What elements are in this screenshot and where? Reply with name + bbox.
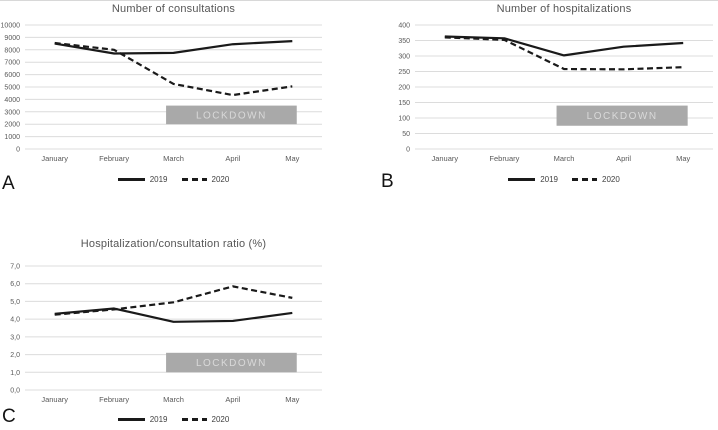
legend-label-2019: 2019 — [540, 174, 558, 184]
hospitalizations-line-chart: 0 50 100 150 200 250 300 350 400 January February M… — [398, 23, 713, 163]
dashed-line-sample-icon — [572, 177, 597, 181]
svg-text:May: May — [285, 154, 299, 163]
chart-title-ratio: Hospitalization/consultation ratio (%) — [80, 238, 267, 250]
svg-text:0: 0 — [406, 147, 410, 154]
svg-text:April: April — [225, 395, 240, 404]
legend-item-2019: 2019 — [117, 414, 168, 424]
svg-text:50: 50 — [402, 131, 410, 138]
svg-text:400: 400 — [398, 23, 410, 30]
svg-text:March: March — [554, 154, 575, 163]
chart-title-consultations: Number of consultations — [111, 3, 236, 15]
legend-label-2020: 2020 — [602, 174, 620, 184]
panel-hospitalizations: Number of hospitalizations 0 50 100 150 200 2… — [380, 1, 718, 201]
svg-text:February: February — [489, 154, 519, 163]
consultations-line-chart: 0 1000 2000 3000 4000 5000 6000 7000 8000 9000 100… — [1, 23, 322, 163]
svg-text:March: March — [163, 395, 184, 404]
svg-text:1,0: 1,0 — [10, 370, 20, 377]
svg-text:100: 100 — [398, 116, 410, 123]
svg-text:150: 150 — [398, 100, 410, 107]
svg-text:2,0: 2,0 — [10, 352, 20, 359]
svg-text:5000: 5000 — [4, 85, 20, 92]
svg-text:6,0: 6,0 — [10, 281, 20, 288]
svg-text:LOCKDOWN: LOCKDOWN — [587, 111, 658, 122]
chart-legend-ratio: 2019 2020 — [25, 413, 322, 425]
panel-letter-a: A — [2, 173, 15, 194]
svg-text:1000: 1000 — [4, 134, 20, 141]
solid-line-sample-icon — [117, 177, 145, 181]
svg-text:4000: 4000 — [4, 97, 20, 104]
legend-item-2020: 2020 — [181, 174, 230, 184]
svg-text:January: January — [41, 154, 68, 163]
legend-label-2020: 2020 — [211, 174, 230, 184]
chart-legend-consultations: 2019 2020 — [25, 173, 322, 185]
svg-text:350: 350 — [398, 38, 410, 45]
legend-label-2019: 2019 — [149, 174, 168, 184]
legend-label-2019: 2019 — [149, 414, 168, 424]
svg-text:3,0: 3,0 — [10, 334, 20, 341]
legend-label-2020: 2020 — [211, 414, 230, 424]
chart-legend-hospitalizations: 2019 2020 — [415, 173, 713, 185]
svg-text:January: January — [431, 154, 458, 163]
legend-item-2020: 2020 — [572, 175, 620, 184]
svg-text:April: April — [225, 154, 240, 163]
svg-text:May: May — [676, 154, 690, 163]
dashed-line-sample-icon — [181, 417, 207, 421]
svg-text:4,0: 4,0 — [10, 317, 20, 324]
panel-letter-c: C — [2, 406, 16, 427]
svg-text:300: 300 — [398, 54, 410, 61]
svg-text:LOCKDOWN: LOCKDOWN — [196, 358, 267, 369]
svg-text:6000: 6000 — [4, 72, 20, 79]
svg-text:10000: 10000 — [1, 23, 21, 30]
svg-text:7,0: 7,0 — [10, 264, 20, 271]
svg-text:250: 250 — [398, 69, 410, 76]
svg-text:February: February — [99, 154, 129, 163]
svg-text:January: January — [41, 395, 68, 404]
svg-text:5,0: 5,0 — [10, 299, 20, 306]
svg-text:April: April — [616, 154, 631, 163]
svg-text:March: March — [163, 154, 184, 163]
legend-item-2019: 2019 — [508, 175, 558, 184]
panel-consultations: Number of consultations 0 1000 2000 3000 400… — [0, 1, 360, 201]
svg-text:8000: 8000 — [4, 47, 20, 54]
svg-text:0: 0 — [16, 147, 20, 154]
svg-text:9000: 9000 — [4, 35, 20, 42]
svg-text:200: 200 — [398, 85, 410, 92]
svg-text:7000: 7000 — [4, 60, 20, 67]
panel-ratio: Hospitalization/consultation ratio (%) 0… — [0, 231, 360, 430]
chart-title-hospitalizations: Number of hospitalizations — [496, 3, 632, 15]
legend-item-2019: 2019 — [117, 174, 168, 184]
panel-letter-b: B — [381, 171, 394, 192]
solid-line-sample-icon — [117, 417, 145, 421]
svg-text:0,0: 0,0 — [10, 388, 20, 395]
svg-text:2000: 2000 — [4, 122, 20, 129]
svg-text:February: February — [99, 395, 129, 404]
ratio-line-chart: 0,0 1,0 2,0 3,0 4,0 5,0 6,0 7,0 January February M… — [10, 264, 322, 404]
svg-text:May: May — [285, 395, 299, 404]
svg-text:LOCKDOWN: LOCKDOWN — [196, 110, 267, 121]
solid-line-sample-icon — [508, 177, 536, 181]
legend-item-2020: 2020 — [181, 414, 230, 424]
svg-text:3000: 3000 — [4, 109, 20, 116]
dashed-line-sample-icon — [181, 177, 207, 181]
